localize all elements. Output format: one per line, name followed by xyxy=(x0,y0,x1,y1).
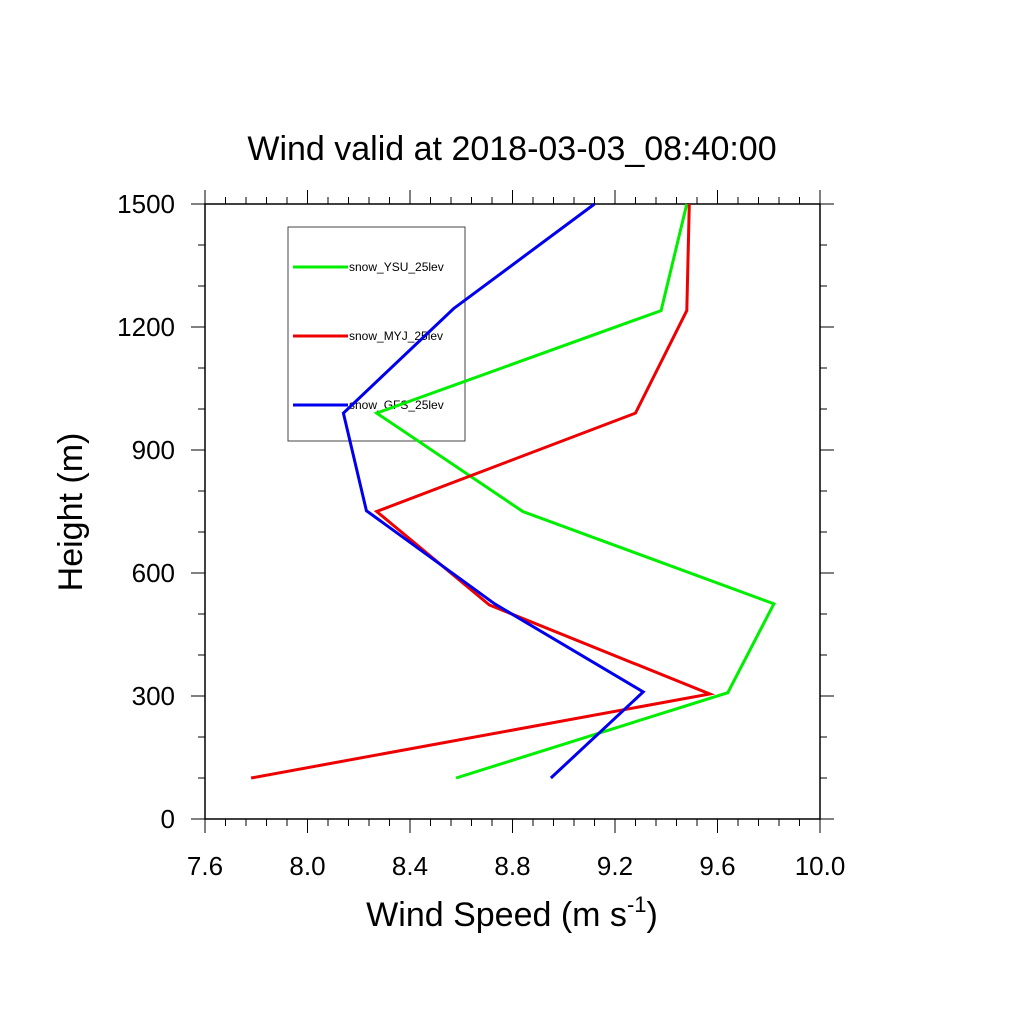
series-line-snow_MYJ_25lev xyxy=(250,203,716,780)
x-axis-label: Wind Speed (m s-1) xyxy=(366,892,658,934)
x-tick-label: 8.0 xyxy=(289,851,325,881)
x-tick-label: 7.6 xyxy=(187,851,223,881)
x-tick-labels: 7.6 8.0 8.4 8.8 9.2 9.6 10.0 xyxy=(187,851,845,881)
x-tick-label: 10.0 xyxy=(795,851,846,881)
x-tick-label: 9.6 xyxy=(699,851,735,881)
y-tick-label: 900 xyxy=(132,435,175,465)
y-tick-label: 1500 xyxy=(117,189,175,219)
y-tick-label: 0 xyxy=(161,804,175,834)
chart-title: Wind valid at 2018-03-03_08:40:00 xyxy=(247,130,776,168)
y-tick-label: 300 xyxy=(132,681,175,711)
series-line-snow_GFS_25lev xyxy=(341,202,646,780)
series-layer xyxy=(250,202,777,780)
y-tick-labels: 0 300 600 900 1200 1500 xyxy=(117,189,175,834)
y-tick-label: 1200 xyxy=(117,312,175,342)
y-tick-label: 600 xyxy=(132,558,175,588)
x-tick-label: 8.4 xyxy=(392,851,428,881)
x-tick-label: 8.8 xyxy=(494,851,530,881)
legend: snow_YSU_25levsnow_MYJ_25levsnow_GFS_25l… xyxy=(287,226,466,442)
y-axis-label: Height (m) xyxy=(52,433,90,592)
axis-ticks xyxy=(191,190,834,833)
series-line-snow_YSU_25lev xyxy=(373,203,777,780)
x-tick-label: 9.2 xyxy=(597,851,633,881)
legend-label: snow_YSU_25lev xyxy=(349,260,444,274)
